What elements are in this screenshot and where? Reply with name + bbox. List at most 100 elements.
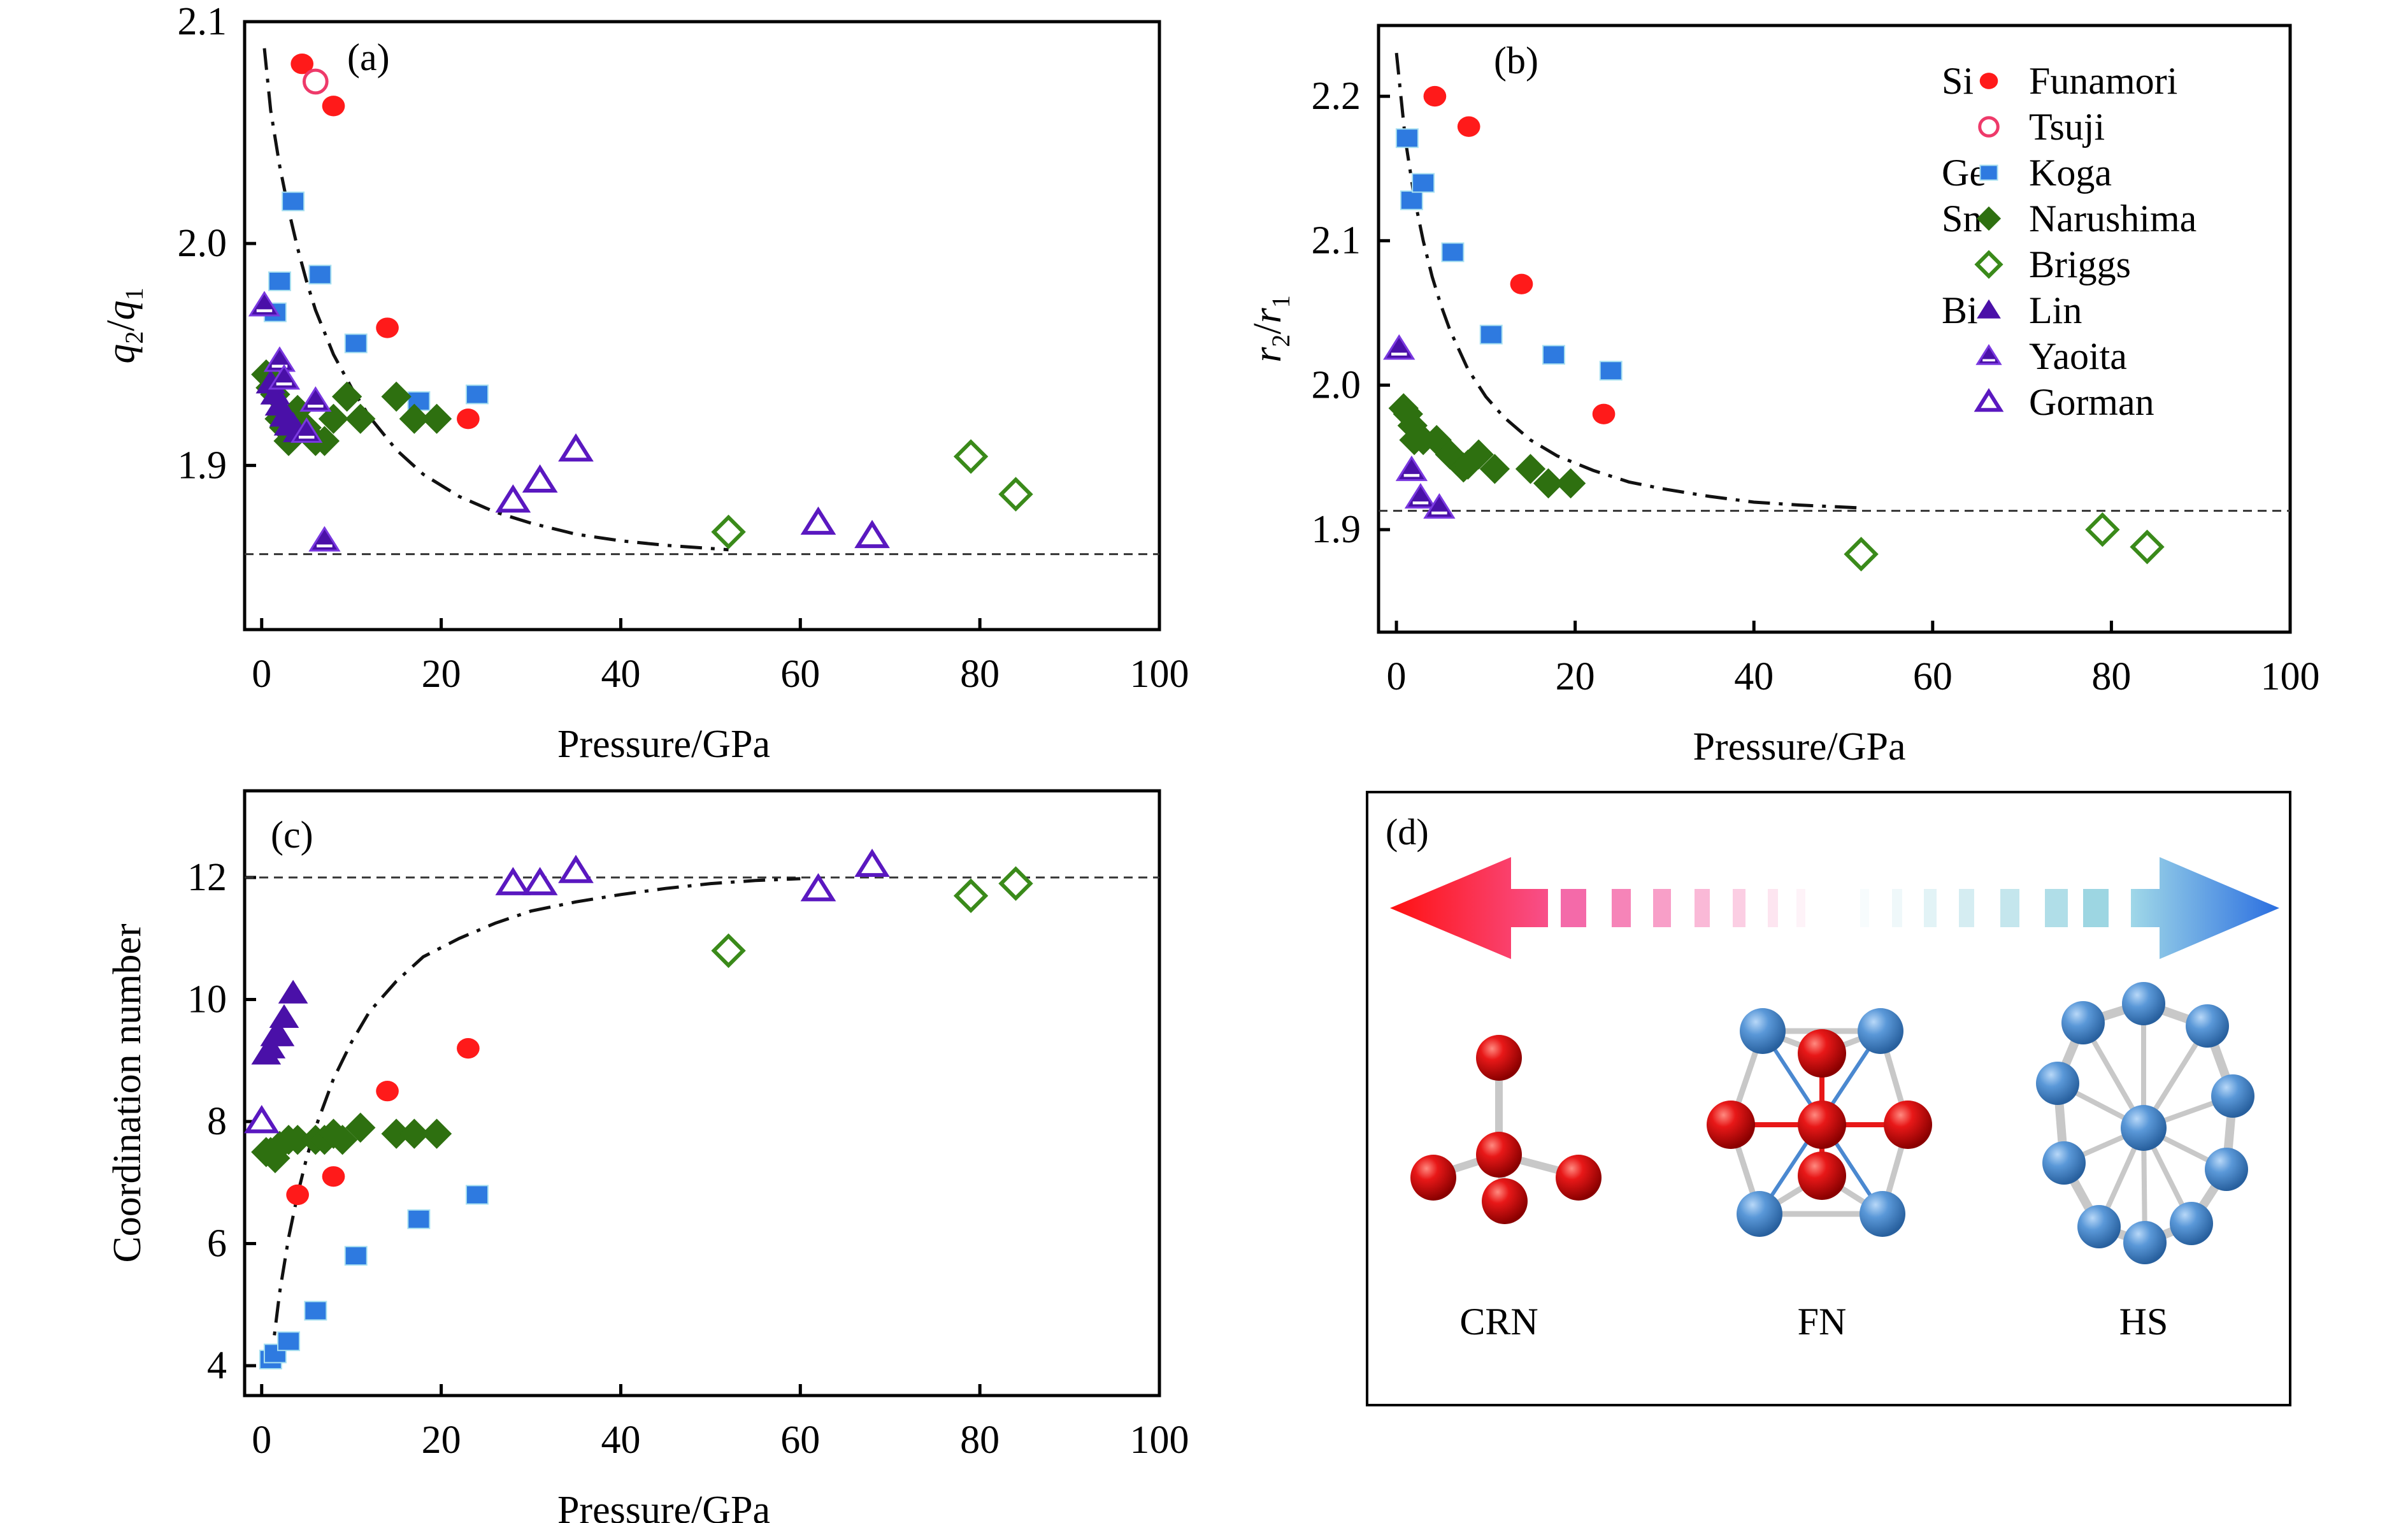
data-point-gorman <box>522 867 558 895</box>
data-point-narushima <box>345 403 376 434</box>
y-tick-label: 2.1 <box>178 0 227 43</box>
legend-element-label: Bi <box>1942 289 1978 331</box>
series-koga <box>259 1185 489 1369</box>
data-point-gorman <box>495 484 531 513</box>
data-point-briggs <box>711 933 746 969</box>
series-lin <box>251 979 308 1065</box>
panel-d-label: (d) <box>1386 811 1429 853</box>
y-tick-label: 10 <box>187 978 227 1021</box>
data-point-gorman <box>800 873 836 902</box>
y-tick-label: 2.1 <box>1312 219 1361 263</box>
arrow-head-right-icon <box>2131 857 2279 959</box>
x-tick-label: 40 <box>601 653 640 696</box>
data-point-lin <box>269 1004 299 1029</box>
x-tick-label: 20 <box>1556 655 1595 698</box>
x-tick-label: 0 <box>252 1418 271 1462</box>
series-yaoita <box>248 291 341 552</box>
arrow-dash <box>1959 889 1974 927</box>
fn-structure: FN <box>1707 1008 1932 1343</box>
marker-highlight <box>1412 501 1429 505</box>
data-point-koga <box>268 271 291 291</box>
marker-highlight <box>298 435 315 439</box>
series-gorman <box>495 433 890 549</box>
data-point-koga <box>465 1185 489 1205</box>
x-tick-label: 0 <box>252 653 271 696</box>
data-point-koga <box>407 1209 431 1229</box>
data-point-lin <box>264 1022 295 1046</box>
data-point-funamori <box>1457 116 1480 137</box>
atom-icon <box>1798 1151 1846 1200</box>
panel-b: 0 20 40 60 80 1001.92.02.12.2Pressure/GPar2/r… <box>1246 24 2320 769</box>
marker-highlight <box>317 544 333 547</box>
marker-highlight <box>1403 473 1420 477</box>
series-gorman <box>243 848 890 1134</box>
x-tick-label: 0 <box>1387 655 1407 698</box>
data-point-narushima <box>1515 454 1546 484</box>
data-point-koga <box>1441 242 1465 263</box>
series-briggs <box>711 439 1033 549</box>
y-axis-label-part: / <box>1246 323 1289 335</box>
data-point-gorman <box>854 848 890 877</box>
data-point-narushima <box>1555 468 1586 499</box>
arrow-dash <box>2000 889 2019 927</box>
crn-label: CRN <box>1459 1301 1538 1343</box>
data-point-funamori <box>322 1166 345 1187</box>
y-axis-label: Coordination number <box>106 923 149 1262</box>
data-point-koga <box>1400 190 1423 210</box>
legend-marker-gorman-icon <box>1974 388 2004 412</box>
series-funamori <box>286 1037 480 1206</box>
legend-entry-label: Yaoita <box>2029 335 2127 377</box>
arrow-head-left-icon <box>1390 857 1548 959</box>
data-point-gorman <box>495 867 531 895</box>
hs-structure: HS <box>2036 982 2254 1343</box>
y-tick-label: 2.0 <box>178 222 227 265</box>
y-tick-label: 12 <box>187 856 227 899</box>
legend-marker-funamori-icon <box>1979 73 1998 89</box>
series-yaoita <box>1383 334 1456 519</box>
data-point-koga <box>277 1331 301 1352</box>
atom-icon <box>2121 1105 2167 1151</box>
atom-icon <box>2077 1205 2121 1248</box>
data-point-narushima <box>331 381 362 412</box>
y-tick-label: 8 <box>207 1100 227 1143</box>
data-point-briggs <box>1844 537 1879 572</box>
data-point-narushima <box>1463 439 1494 470</box>
marker-highlight <box>276 382 292 386</box>
x-tick-label: 20 <box>422 653 461 696</box>
atom-icon <box>2170 1202 2213 1245</box>
arrow-dashes <box>1561 889 2109 927</box>
atom-icon <box>2036 1062 2079 1105</box>
panel-c: 0 20 40 60 80 100 4 6 8 10 12 Pressure/GPa Coordinat… <box>106 789 1189 1523</box>
data-point-koga <box>1479 324 1503 345</box>
arrow-dash <box>1924 889 1937 927</box>
data-point-lin <box>278 979 308 1004</box>
data-point-koga <box>1412 173 1435 193</box>
atom-icon <box>1737 1191 1782 1237</box>
arrow-dash <box>1612 889 1631 927</box>
x-tick-label: 60 <box>1913 655 1953 698</box>
axes-frame <box>1377 24 2292 634</box>
data-point-koga <box>308 264 332 285</box>
y-tick-label: 2.2 <box>1312 75 1361 118</box>
legend-entry-label: Tsuji <box>2029 106 2105 148</box>
atom-icon <box>1556 1155 1602 1201</box>
y-axis-label-part: 2 <box>1266 335 1295 347</box>
hs-label: HS <box>2119 1301 2168 1343</box>
legend-marker-koga-icon <box>1979 164 1998 181</box>
x-tick-label: 60 <box>780 653 820 696</box>
atom-icon <box>1410 1155 1456 1201</box>
data-point-funamori <box>290 54 314 75</box>
y-tick-label: 1.9 <box>1312 508 1361 551</box>
y-tick-label: 1.9 <box>178 444 227 487</box>
legend-entry-label: Narushima <box>2029 198 2197 240</box>
atom-icon <box>1482 1178 1528 1224</box>
arrow-dash <box>1892 889 1902 927</box>
data-point-narushima <box>399 403 430 434</box>
legend-marker-tsuji-icon <box>1978 116 2000 138</box>
legend-marker-narushima-icon <box>1976 206 2002 231</box>
x-tick-label: 40 <box>1734 655 1774 698</box>
data-point-koga <box>282 191 305 212</box>
legend-element-label: Ge <box>1942 152 1986 194</box>
marker-highlight <box>256 309 273 312</box>
